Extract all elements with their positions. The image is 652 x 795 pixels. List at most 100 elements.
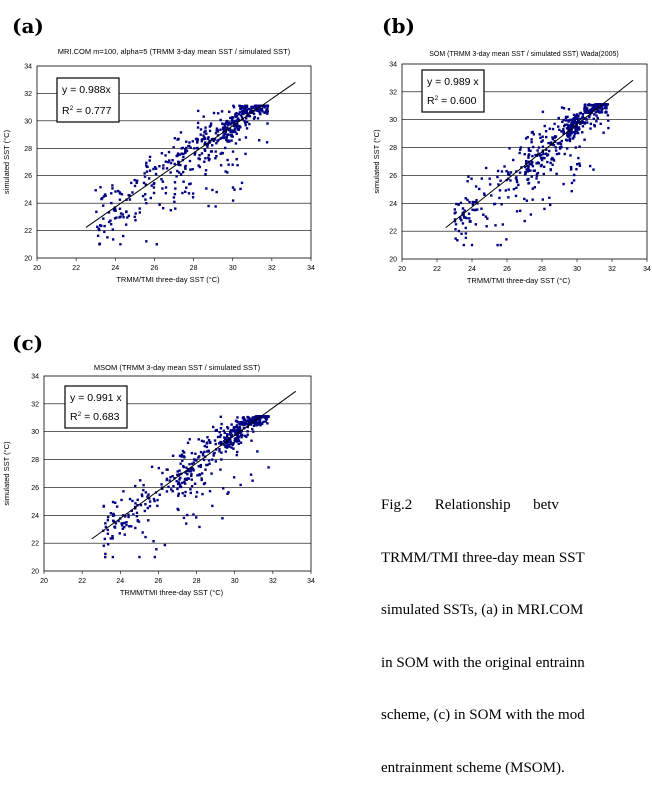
scatter-point (160, 152, 164, 155)
scatter-point (227, 163, 230, 166)
y-tick-label: 22 (31, 541, 39, 548)
scatter-point (541, 150, 544, 154)
scatter-point (505, 238, 508, 241)
scatter-point (509, 179, 512, 182)
scatter-point (572, 137, 575, 140)
scatter-point (184, 471, 187, 474)
scatter-point (599, 122, 602, 125)
scatter-point (188, 159, 192, 163)
scatter-point (177, 481, 181, 484)
scatter-point (232, 428, 235, 431)
scatter-point (178, 482, 181, 486)
scatter-point (168, 159, 171, 162)
scatter-point (475, 199, 478, 202)
scatter-point (238, 104, 241, 107)
chart-title: SOM (TRMM 3-day mean SST / simulated SST… (429, 51, 618, 58)
scatter-point (216, 435, 220, 439)
scatter-point (102, 544, 105, 547)
scatter-point (219, 152, 222, 155)
scatter-point (226, 171, 229, 174)
scatter-point (207, 450, 211, 453)
scatter-point (554, 149, 558, 152)
scatter-point (212, 452, 215, 455)
scatter-point (523, 153, 526, 156)
scatter-point (183, 482, 187, 485)
scatter-point (174, 187, 177, 190)
scatter-point (220, 110, 224, 113)
scatter-point (95, 210, 98, 213)
scatter-point (181, 449, 185, 453)
scatter-point (97, 227, 101, 231)
scatter-point (252, 117, 256, 120)
scatter-point (161, 180, 165, 183)
y-tick-label: 30 (389, 117, 397, 124)
scatter-point (233, 439, 236, 443)
scatter-point (249, 420, 252, 424)
scatter-point (136, 503, 139, 507)
scatter-point (566, 133, 570, 136)
scatter-point (459, 201, 463, 205)
scatter-point (224, 450, 227, 453)
scatter-point (233, 437, 237, 441)
scatter-point (118, 198, 122, 201)
scatter-point (589, 103, 593, 107)
scatter-point (131, 191, 134, 194)
scatter-point (176, 473, 179, 477)
scatter-point (246, 433, 249, 436)
scatter-point (197, 438, 200, 441)
scatter-point (252, 419, 256, 422)
scatter-point (121, 527, 125, 530)
scatter-point (251, 479, 254, 482)
scatter-point (459, 216, 462, 219)
scatter-point (531, 164, 535, 168)
scatter-point (535, 172, 539, 176)
scatter-point (558, 128, 561, 132)
scatter-point (107, 211, 111, 214)
scatter-point (237, 125, 240, 128)
scatter-chart-b: SOM (TRMM 3-day mean SST / simulated SST… (372, 51, 651, 285)
scatter-point (202, 115, 205, 118)
scatter-point (575, 117, 579, 120)
scatter-point (260, 422, 264, 426)
scatter-point (155, 548, 158, 551)
scatter-point (263, 104, 267, 107)
scatter-point (98, 228, 101, 232)
scatter-point (208, 462, 211, 465)
scatter-point (186, 473, 189, 476)
scatter-point (524, 172, 527, 175)
scatter-point (203, 444, 206, 448)
scatter-point (583, 104, 587, 108)
scatter-point (204, 129, 207, 133)
scatter-point (204, 126, 207, 129)
scatter-point (240, 436, 243, 439)
y-tick-label: 22 (389, 229, 397, 236)
scatter-point (104, 525, 108, 529)
scatter-point (578, 117, 582, 121)
scatter-point (266, 422, 269, 425)
scatter-point (244, 136, 248, 139)
scatter-point (537, 181, 540, 184)
scatter-point (542, 152, 545, 156)
scatter-point (507, 188, 510, 191)
x-tick-label: 20 (40, 578, 48, 585)
scatter-point (455, 202, 458, 206)
scatter-point (236, 435, 239, 439)
scatter-point (569, 154, 572, 157)
scatter-point (182, 152, 185, 156)
scatter-point (164, 160, 167, 163)
scatter-point (179, 131, 183, 134)
scatter-point (569, 118, 572, 122)
scatter-point (162, 164, 165, 167)
plot-area (36, 65, 312, 259)
scatter-point (189, 182, 192, 185)
scatter-point (174, 207, 177, 210)
scatter-point (584, 103, 587, 106)
scatter-point (529, 169, 532, 172)
scatter-point (535, 174, 539, 177)
scatter-point (203, 160, 206, 163)
scatter-point (236, 430, 239, 433)
scatter-point (570, 131, 574, 135)
scatter-point (207, 439, 211, 442)
scatter-point (236, 420, 239, 424)
scatter-point (203, 136, 206, 139)
